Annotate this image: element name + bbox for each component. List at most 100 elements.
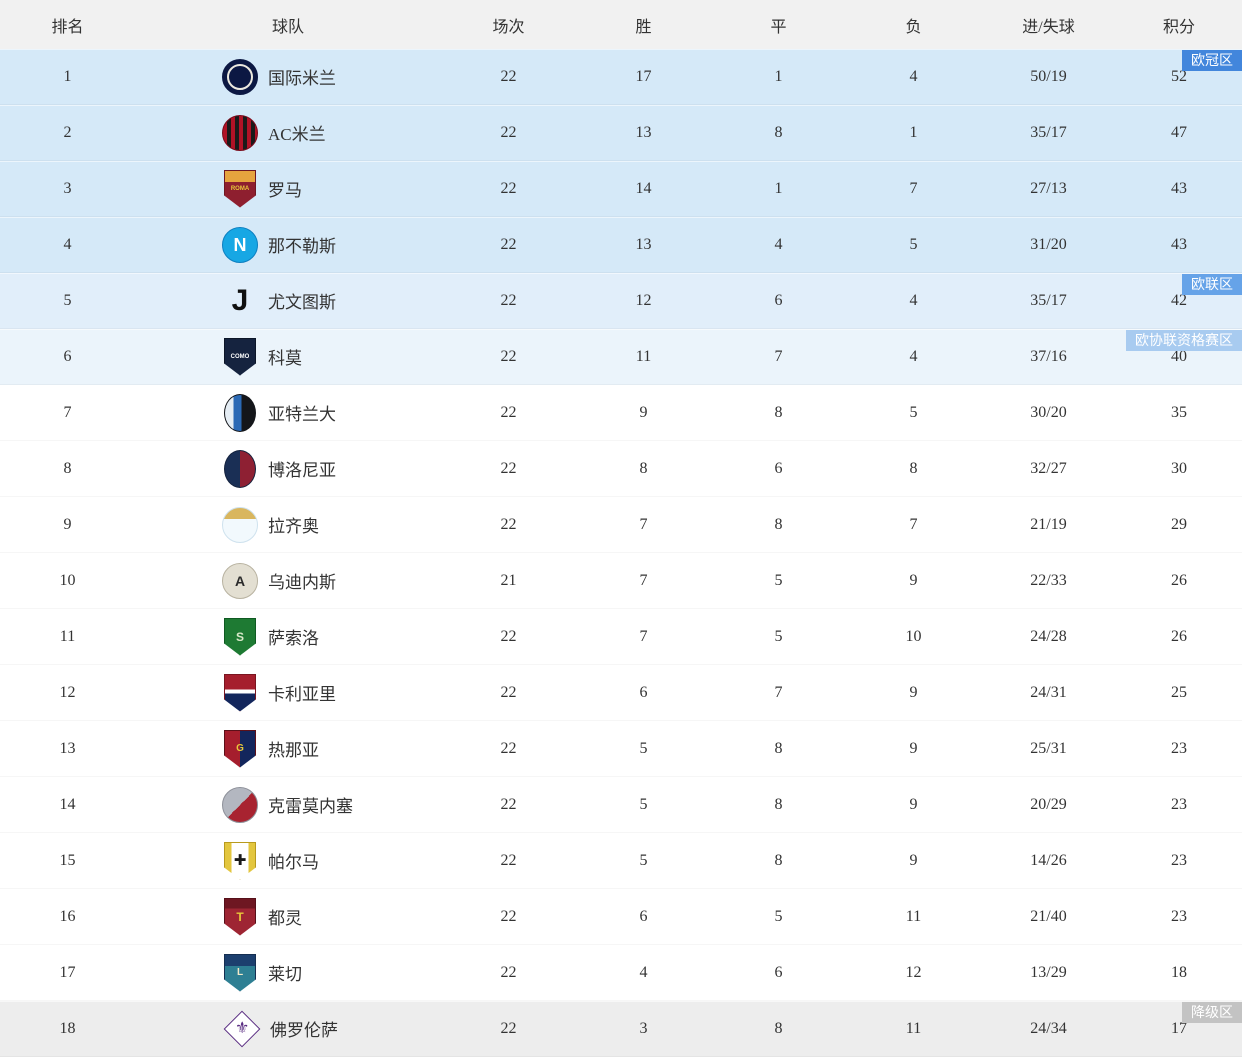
rank-value: 17	[59, 963, 76, 981]
points-value: 42	[1171, 291, 1187, 309]
team-cell: 拉齐奥	[135, 506, 441, 543]
team-row[interactable]: 17 L 莱切 22 4 6 12 13/29 18	[0, 945, 1242, 1001]
wins-value: 8	[639, 459, 648, 477]
goals-value: 50/19	[1030, 67, 1067, 85]
points-value: 23	[1171, 851, 1187, 869]
team-cell: 亚特兰大	[135, 393, 441, 432]
team-cell: T 都灵	[135, 897, 441, 936]
team-name: 萨索洛	[268, 629, 319, 648]
rank-value: 4	[63, 235, 72, 253]
draws-value: 5	[774, 907, 783, 925]
team-row[interactable]: 13 G 热那亚 22 5 8 9 25/31 23	[0, 721, 1242, 777]
wins-value: 3	[639, 1019, 648, 1037]
team-row[interactable]: 7 亚特兰大 22 9 8 5 30/20 35	[0, 385, 1242, 441]
draws-value: 5	[774, 627, 783, 645]
goals-value: 24/28	[1030, 627, 1067, 645]
team-cell: COMO 科莫	[135, 337, 441, 376]
rank-value: 3	[63, 179, 72, 197]
team-logo-icon: J	[231, 283, 249, 317]
played-value: 22	[500, 515, 517, 533]
team-name: 佛罗伦萨	[270, 1021, 338, 1040]
rank-value: 10	[59, 571, 76, 589]
team-cell: A 乌迪内斯	[135, 562, 441, 599]
team-row[interactable]: 4 N 那不勒斯 22 13 4 5 31/20 43	[0, 217, 1242, 273]
team-logo-icon: L	[224, 953, 256, 992]
team-logo-icon: ⚜	[223, 1010, 261, 1047]
zone-badge: 欧协联资格赛区	[1126, 330, 1242, 351]
team-row[interactable]: 3 ROMA 罗马 22 14 1 7 27/13 43	[0, 161, 1242, 217]
team-row[interactable]: 2 AC米兰 22 13 8 1 35/17 47	[0, 105, 1242, 161]
wins-value: 5	[639, 739, 648, 757]
losses-value: 9	[909, 571, 918, 589]
team-row[interactable]: 16 T 都灵 22 6 5 11 21/40 23	[0, 889, 1242, 945]
wins-value: 5	[639, 851, 648, 869]
goals-value: 13/29	[1030, 963, 1067, 981]
rank-value: 12	[59, 683, 76, 701]
team-row[interactable]: 15 ✚ 帕尔马 22 5 8 9 14/26 23	[0, 833, 1242, 889]
wins-value: 7	[639, 571, 648, 589]
rank-value: 1	[63, 67, 72, 85]
draws-value: 8	[774, 851, 783, 869]
goals-value: 31/20	[1030, 235, 1067, 253]
losses-value: 10	[905, 627, 922, 645]
team-row[interactable]: 5 J 尤文图斯 22 12 6 4 35/17 42 欧联区	[0, 273, 1242, 329]
column-header-goals: 进/失球	[1022, 18, 1075, 36]
team-name: 国际米兰	[268, 69, 336, 88]
losses-value: 4	[909, 291, 918, 309]
draws-value: 7	[774, 683, 783, 701]
table-header: 排名 球队 场次 胜 平 负 进/失球 积分	[0, 0, 1242, 49]
played-value: 22	[500, 963, 517, 981]
team-row[interactable]: 6 COMO 科莫 22 11 7 4 37/16 40 欧协联资格赛区	[0, 329, 1242, 385]
played-value: 22	[500, 291, 517, 309]
column-header-played: 场次	[492, 18, 525, 36]
losses-value: 9	[909, 739, 918, 757]
team-cell: G 热那亚	[135, 729, 441, 768]
played-value: 21	[500, 571, 517, 589]
losses-value: 11	[905, 1019, 922, 1037]
played-value: 22	[500, 739, 517, 757]
team-cell: 博洛尼亚	[135, 449, 441, 488]
team-name: 帕尔马	[268, 853, 319, 872]
points-value: 30	[1171, 459, 1187, 477]
team-name: 拉齐奥	[268, 517, 319, 536]
played-value: 22	[500, 235, 517, 253]
played-value: 22	[500, 627, 517, 645]
table-body: 1 国际米兰 22 17 1 4 50/19 52 欧冠区 2 AC米兰 22 …	[0, 49, 1242, 1057]
points-value: 47	[1171, 123, 1187, 141]
points-value: 29	[1171, 515, 1187, 533]
goals-value: 35/17	[1030, 291, 1067, 309]
team-cell: S 萨索洛	[135, 617, 441, 656]
losses-value: 9	[909, 795, 918, 813]
wins-value: 9	[639, 403, 648, 421]
points-value: 43	[1171, 235, 1187, 253]
team-logo-icon: A	[222, 562, 258, 599]
team-row[interactable]: 8 博洛尼亚 22 8 6 8 32/27 30	[0, 441, 1242, 497]
team-logo-icon: S	[224, 617, 256, 656]
losses-value: 1	[909, 123, 918, 141]
points-value: 26	[1171, 627, 1187, 645]
points-value: 52	[1171, 67, 1187, 85]
team-row[interactable]: 18 ⚜ 佛罗伦萨 22 3 8 11 24/34 17 降级区	[0, 1001, 1242, 1057]
team-row[interactable]: 10 A 乌迪内斯 21 7 5 9 22/33 26	[0, 553, 1242, 609]
points-value: 17	[1171, 1019, 1187, 1037]
played-value: 22	[500, 123, 517, 141]
played-value: 22	[500, 347, 517, 365]
team-row[interactable]: 9 拉齐奥 22 7 8 7 21/19 29	[0, 497, 1242, 553]
team-cell: N 那不勒斯	[135, 226, 441, 263]
team-row[interactable]: 12 卡利亚里 22 6 7 9 24/31 25	[0, 665, 1242, 721]
zone-badge: 降级区	[1182, 1002, 1242, 1023]
team-row[interactable]: 14 克雷莫内塞 22 5 8 9 20/29 23	[0, 777, 1242, 833]
goals-value: 32/27	[1030, 459, 1067, 477]
team-cell: 克雷莫内塞	[135, 786, 441, 823]
zone-badge: 欧冠区	[1182, 50, 1242, 71]
team-logo-icon: ROMA	[224, 169, 256, 208]
wins-value: 5	[639, 795, 648, 813]
team-logo-icon	[224, 449, 256, 488]
team-row[interactable]: 1 国际米兰 22 17 1 4 50/19 52 欧冠区	[0, 49, 1242, 105]
team-cell: 国际米兰	[135, 58, 441, 95]
rank-value: 14	[59, 795, 76, 813]
points-value: 26	[1171, 571, 1187, 589]
team-row[interactable]: 11 S 萨索洛 22 7 5 10 24/28 26	[0, 609, 1242, 665]
goals-value: 30/20	[1030, 403, 1067, 421]
team-logo-icon	[222, 786, 258, 823]
